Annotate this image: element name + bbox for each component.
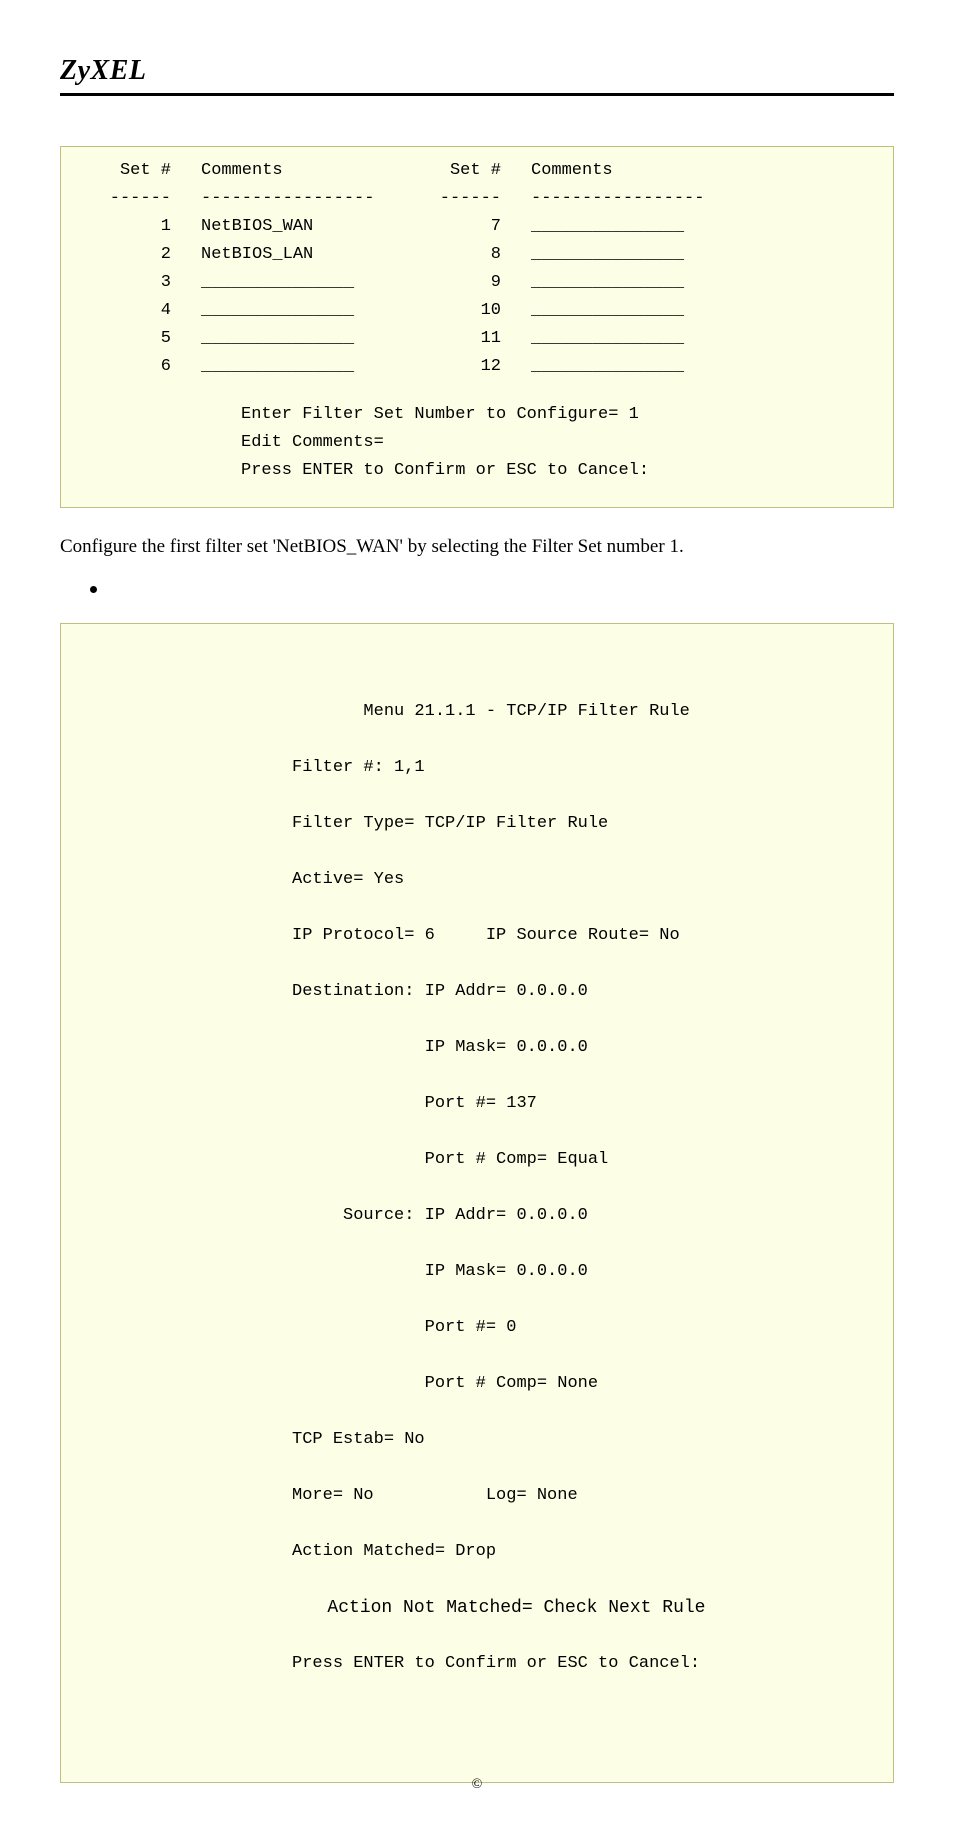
prompt-configure: Enter Filter Set Number to Configure= 1 [241, 401, 873, 429]
cell-comm: NetBIOS_WAN [201, 213, 411, 241]
brand-logo: ZyXEL [60, 55, 894, 87]
cell-set: 6 [81, 353, 201, 381]
table-row: 1 NetBIOS_WAN 7 _______________ [81, 213, 873, 241]
header-comments-right: Comments [531, 157, 741, 185]
table-row: 3 _______________ 9 _______________ [81, 269, 873, 297]
cell-comm: _______________ [201, 325, 411, 353]
header-comments-left: Comments [201, 157, 411, 185]
cell-comm: _______________ [531, 269, 741, 297]
prompt-block: Enter Filter Set Number to Configure= 1 … [81, 381, 873, 485]
cell-comm: _______________ [531, 213, 741, 241]
table-row: 6 _______________ 12 _______________ [81, 353, 873, 381]
dash-comments-left: ----------------- [201, 185, 411, 213]
page: ZyXEL Set # Comments Set # Comments ----… [0, 0, 954, 1823]
rule-src-port-comp: Port # Comp= None [241, 1370, 873, 1398]
filter-rule-terminal: Menu 21.1.1 - TCP/IP Filter Rule Filter … [60, 623, 894, 1783]
rule-confirm: Press ENTER to Confirm or ESC to Cancel: [241, 1650, 873, 1678]
rule-title: Menu 21.1.1 - TCP/IP Filter Rule [241, 698, 873, 726]
cell-set: 12 [411, 353, 531, 381]
cell-set: 1 [81, 213, 201, 241]
table-row: 2 NetBIOS_LAN 8 _______________ [81, 241, 873, 269]
cell-comm: NetBIOS_LAN [201, 241, 411, 269]
header-set-right: Set # [411, 157, 531, 185]
rule-src-ip: Source: IP Addr= 0.0.0.0 [241, 1202, 873, 1230]
cell-comm: _______________ [531, 325, 741, 353]
cell-comm: _______________ [201, 269, 411, 297]
cell-set: 5 [81, 325, 201, 353]
cell-comm: _______________ [201, 353, 411, 381]
rule-dest-mask: IP Mask= 0.0.0.0 [241, 1034, 873, 1062]
cell-set: 3 [81, 269, 201, 297]
table-header: Set # Comments Set # Comments [81, 157, 873, 185]
rule-action-not-matched: Action Not Matched= Check Next Rule [241, 1594, 873, 1622]
cell-set: 10 [411, 297, 531, 325]
cell-comm: _______________ [201, 297, 411, 325]
cell-comm: _______________ [531, 297, 741, 325]
cell-set: 8 [411, 241, 531, 269]
footer-copyright: © [0, 1777, 954, 1793]
instruction-paragraph: Configure the first filter set 'NetBIOS_… [60, 536, 894, 558]
cell-set: 9 [411, 269, 531, 297]
brand-rule [60, 93, 894, 96]
rule-src-mask: IP Mask= 0.0.0.0 [241, 1258, 873, 1286]
filter-set-terminal: Set # Comments Set # Comments ------ ---… [60, 146, 894, 508]
cell-comm: _______________ [531, 353, 741, 381]
dash-set-right: ------ [411, 185, 531, 213]
header-set-left: Set # [81, 157, 201, 185]
cell-set: 7 [411, 213, 531, 241]
rule-action-matched: Action Matched= Drop [241, 1538, 873, 1566]
rule-active: Active= Yes [241, 866, 873, 894]
table-divider: ------ ----------------- ------ --------… [81, 185, 873, 213]
rule-dest-port-comp: Port # Comp= Equal [241, 1146, 873, 1174]
rule-tcp-estab: TCP Estab= No [241, 1426, 873, 1454]
table-row: 5 _______________ 11 _______________ [81, 325, 873, 353]
prompt-confirm: Press ENTER to Confirm or ESC to Cancel: [241, 457, 873, 485]
bullet-icon [90, 586, 97, 593]
dash-comments-right: ----------------- [531, 185, 741, 213]
rule-more-log: More= No Log= None [241, 1482, 873, 1510]
cell-set: 11 [411, 325, 531, 353]
prompt-edit: Edit Comments= [241, 429, 873, 457]
cell-comm: _______________ [531, 241, 741, 269]
rule-src-port: Port #= 0 [241, 1314, 873, 1342]
cell-set: 4 [81, 297, 201, 325]
cell-set: 2 [81, 241, 201, 269]
rule-filter-type: Filter Type= TCP/IP Filter Rule [241, 810, 873, 838]
rule-filter-no: Filter #: 1,1 [241, 754, 873, 782]
rule-ip-protocol: IP Protocol= 6 IP Source Route= No [241, 922, 873, 950]
rule-dest-ip: Destination: IP Addr= 0.0.0.0 [241, 978, 873, 1006]
dash-set-left: ------ [81, 185, 201, 213]
rule-dest-port: Port #= 137 [241, 1090, 873, 1118]
table-row: 4 _______________ 10 _______________ [81, 297, 873, 325]
